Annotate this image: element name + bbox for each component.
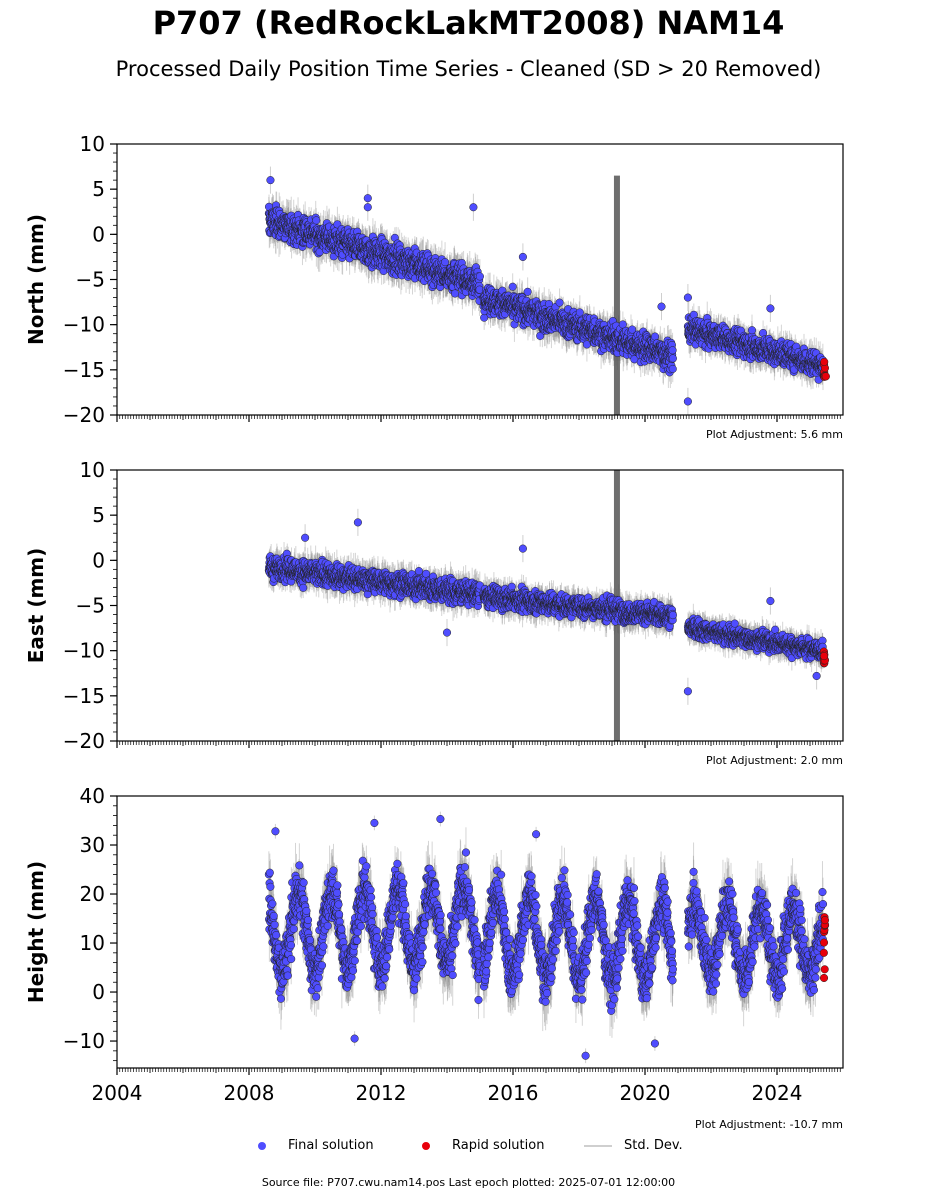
- final-solution-point: [523, 287, 532, 296]
- final-solution-point: [668, 364, 677, 373]
- final-solution-point: [441, 258, 450, 267]
- final-solution-point: [575, 308, 584, 317]
- final-solution-point: [668, 354, 677, 363]
- final-solution-point: [555, 298, 564, 307]
- final-solution-point: [628, 325, 637, 334]
- final-solution-point: [450, 289, 460, 298]
- final-solution-point: [312, 216, 321, 225]
- data-points-north: [264, 176, 830, 406]
- final-solution-point: [668, 346, 677, 355]
- final-solution-point: [651, 332, 660, 341]
- std-dev-bars-north: [268, 166, 824, 415]
- final-solution-point: [508, 282, 517, 291]
- std-dev-spike: [613, 175, 620, 415]
- final-solution-point: [618, 320, 627, 329]
- chart-title: P707 (RedRockLakMT2008) NAM14: [152, 4, 785, 42]
- chart-subtitle: Processed Daily Position Time Series - C…: [115, 57, 822, 81]
- final-solution-point: [475, 272, 484, 281]
